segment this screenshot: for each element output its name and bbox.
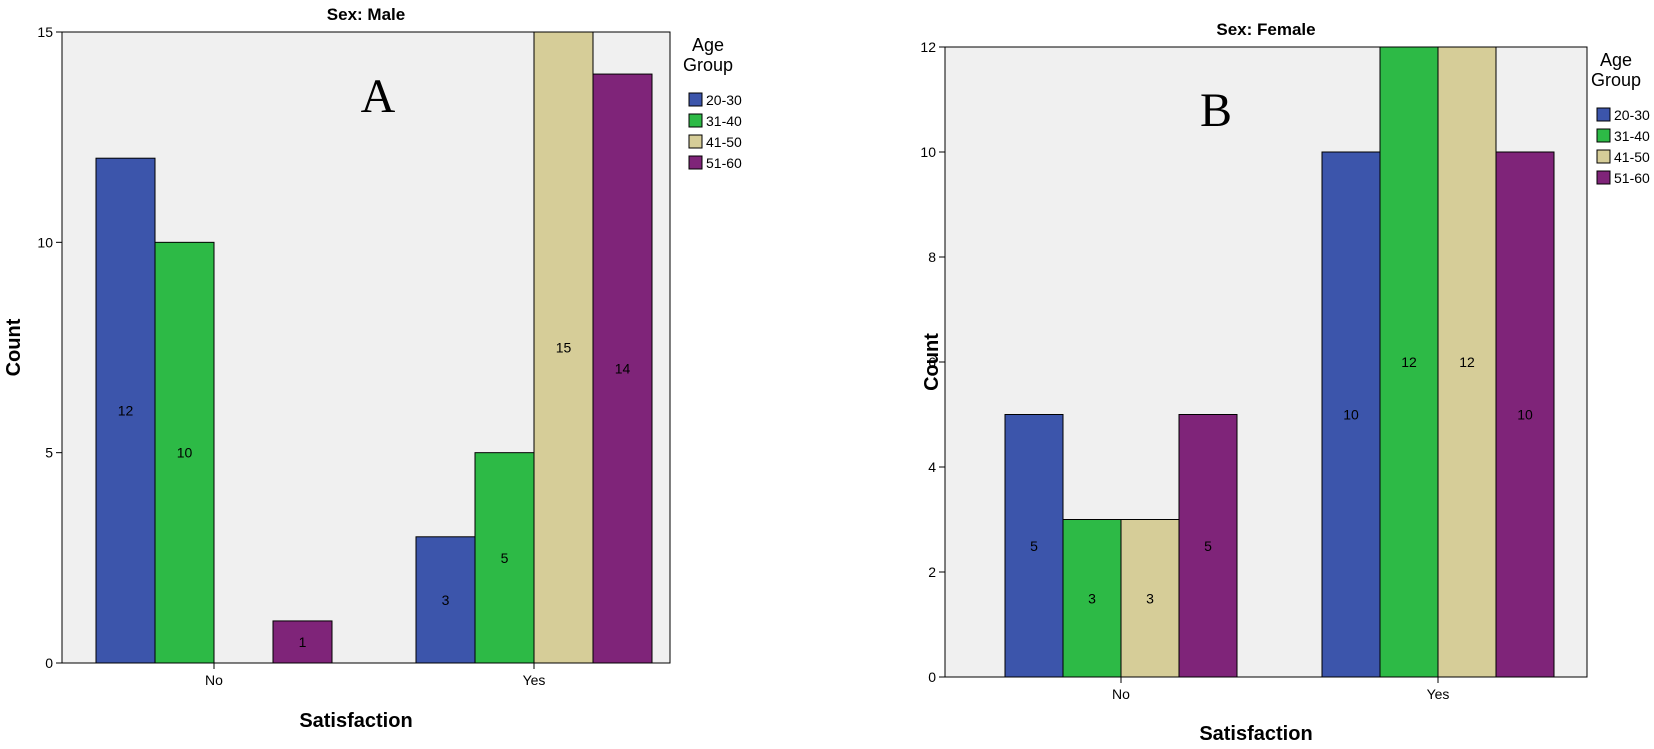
legend-swatch bbox=[688, 155, 703, 170]
legend-swatch bbox=[688, 134, 703, 149]
bar-31-40 bbox=[1379, 46, 1439, 678]
legend-swatch bbox=[688, 113, 703, 128]
bar-41-50 bbox=[1120, 519, 1180, 678]
y-tick-label: 0 bbox=[45, 655, 53, 671]
legend-swatch bbox=[1596, 170, 1611, 185]
chart-female: Sex: Female B 0 2 4 6 8 10 12 Count 5 3 3 5 No 10 12 12 10… bbox=[920, 20, 1650, 745]
legend-item-label: 41-50 bbox=[1614, 149, 1650, 165]
bar-41-50 bbox=[533, 31, 594, 664]
bar-value-label: 3 bbox=[442, 592, 450, 608]
bar-value-label: 3 bbox=[1088, 590, 1096, 606]
legend-swatch bbox=[1596, 149, 1611, 164]
y-axis-label: Count bbox=[921, 333, 943, 391]
legend-item-label: 20-30 bbox=[1614, 107, 1650, 123]
legend-item-label: 51-60 bbox=[706, 155, 742, 171]
x-tick-label: Yes bbox=[523, 672, 546, 688]
legend-item-label: 31-40 bbox=[706, 113, 742, 129]
y-tick-label: 8 bbox=[928, 249, 936, 265]
y-tick-label: 10 bbox=[920, 144, 936, 160]
bar-value-label: 12 bbox=[1401, 354, 1417, 370]
bar-value-label: 3 bbox=[1146, 590, 1154, 606]
bar-value-label: 5 bbox=[1030, 538, 1038, 554]
panel-label: B bbox=[1200, 84, 1232, 137]
y-tick-label: 6 bbox=[928, 354, 936, 370]
panel-label: A bbox=[361, 70, 396, 123]
y-tick-label: 10 bbox=[37, 234, 53, 250]
legend-title: Age bbox=[1600, 50, 1632, 70]
y-tick-label: 12 bbox=[920, 39, 936, 55]
chart-male: Sex: Male A 0 5 10 15 Count 12 10 1 No 3 5 15 14 Yes Sat… bbox=[3, 5, 742, 732]
x-axis-label: Satisfaction bbox=[1199, 723, 1312, 745]
bar-51-60 bbox=[592, 73, 653, 664]
x-tick-label: No bbox=[205, 672, 223, 688]
y-tick-label: 15 bbox=[37, 24, 53, 40]
bar-value-label: 5 bbox=[501, 550, 509, 566]
legend-swatch bbox=[1596, 128, 1611, 143]
bar-51-60 bbox=[272, 620, 333, 664]
bar-value-label: 10 bbox=[177, 445, 193, 461]
bar-value-label: 12 bbox=[1459, 354, 1475, 370]
bar-51-60 bbox=[1178, 414, 1238, 678]
x-tick-label: Yes bbox=[1427, 686, 1450, 702]
y-axis-label: Count bbox=[3, 318, 25, 376]
bar-value-label: 1 bbox=[299, 634, 307, 650]
x-axis-label: Satisfaction bbox=[299, 710, 412, 732]
bar-31-40 bbox=[154, 241, 215, 664]
bar-20-30 bbox=[1321, 151, 1381, 678]
legend-item-label: 20-30 bbox=[706, 92, 742, 108]
legend-title: Age bbox=[692, 35, 724, 55]
bar-value-label: 5 bbox=[1204, 538, 1212, 554]
legend-item-label: 51-60 bbox=[1614, 170, 1650, 186]
bar-31-40 bbox=[474, 452, 535, 664]
chart-title: Sex: Male bbox=[327, 5, 405, 24]
y-tick-label: 4 bbox=[928, 459, 936, 475]
legend-swatch bbox=[688, 92, 703, 107]
legend-swatch bbox=[1596, 107, 1611, 122]
bar-51-60 bbox=[1495, 151, 1555, 678]
bar-value-label: 15 bbox=[556, 340, 572, 356]
bar-20-30 bbox=[95, 157, 156, 664]
x-tick-label: No bbox=[1112, 686, 1130, 702]
bar-value-label: 14 bbox=[615, 361, 631, 377]
bar-20-30 bbox=[1004, 414, 1064, 678]
bar-41-50 bbox=[1437, 46, 1497, 678]
legend-item-label: 31-40 bbox=[1614, 128, 1650, 144]
bar-value-label: 10 bbox=[1343, 407, 1359, 423]
bar-20-30 bbox=[415, 536, 476, 664]
y-tick-label: 0 bbox=[928, 669, 936, 685]
y-tick-label: 2 bbox=[928, 564, 936, 580]
chart-title: Sex: Female bbox=[1216, 20, 1315, 39]
y-tick-label: 5 bbox=[45, 445, 53, 461]
bar-value-label: 10 bbox=[1517, 407, 1533, 423]
legend-title: Group bbox=[683, 55, 733, 75]
legend-title: Group bbox=[1591, 70, 1641, 90]
bar-value-label: 12 bbox=[118, 403, 134, 419]
legend-item-label: 41-50 bbox=[706, 134, 742, 150]
